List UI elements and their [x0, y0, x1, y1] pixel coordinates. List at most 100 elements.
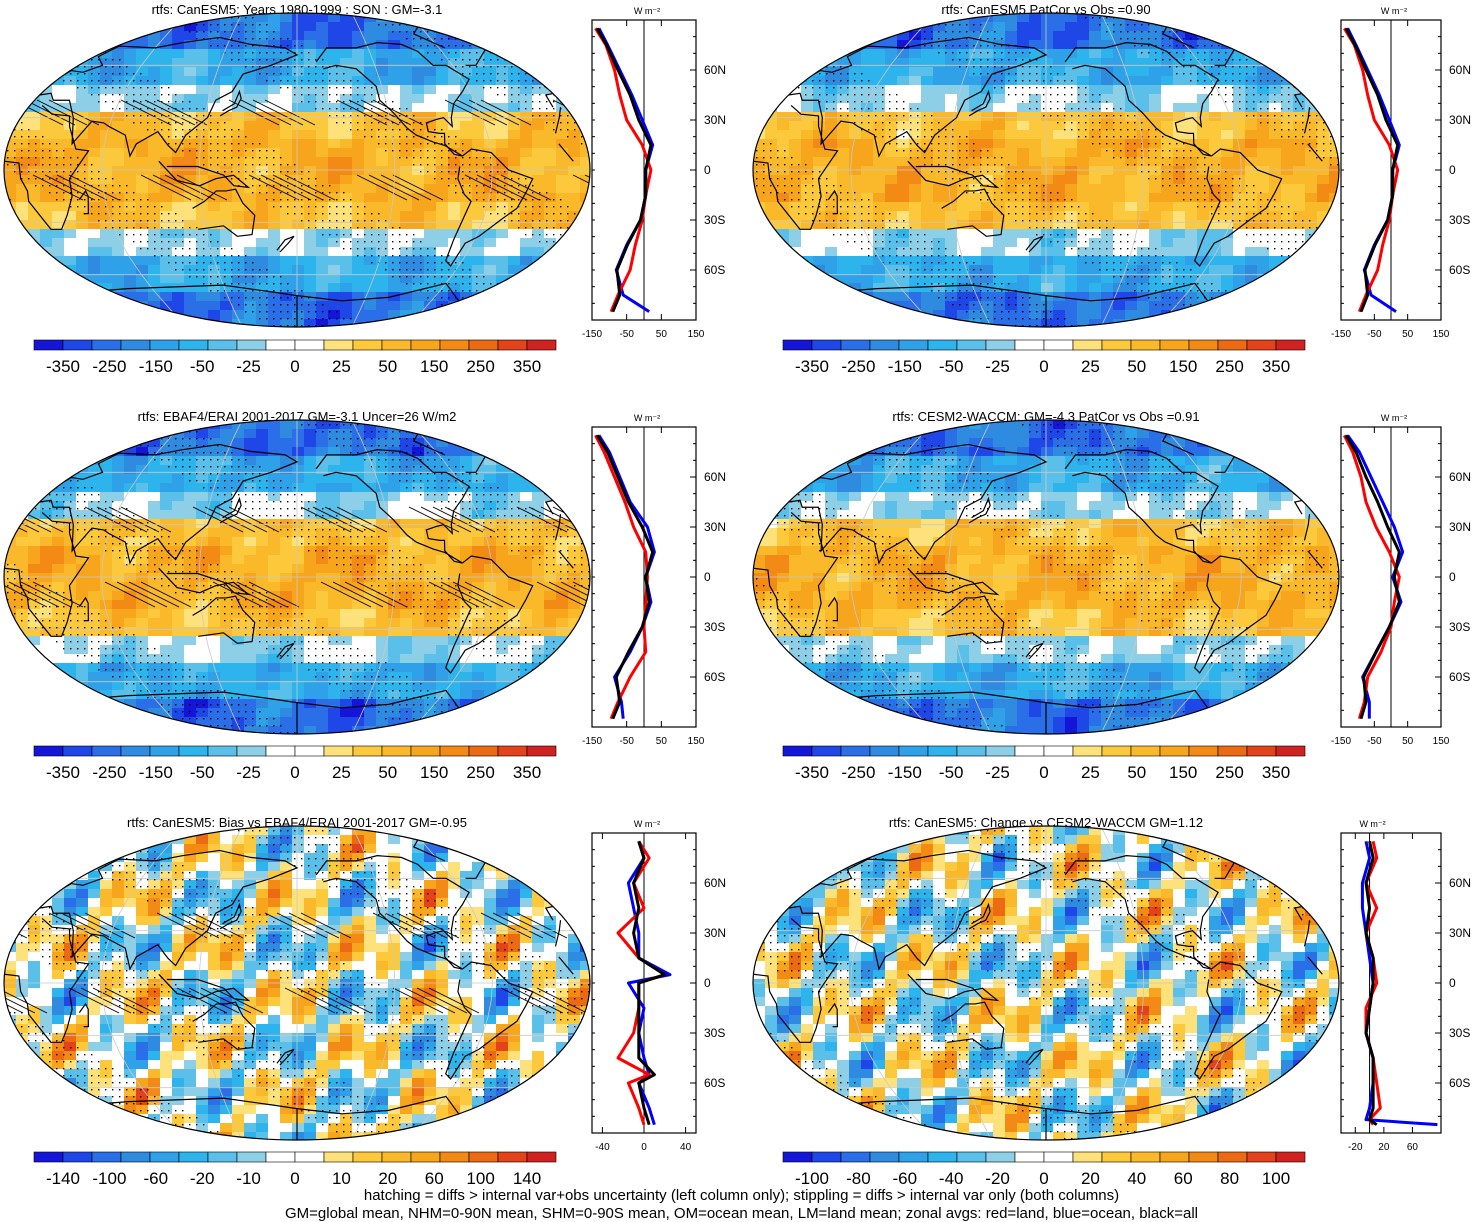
map-cell	[328, 474, 341, 484]
map-cell	[208, 130, 221, 140]
map-cell	[244, 564, 257, 574]
map-cell	[544, 166, 557, 176]
map-cell	[921, 13, 934, 23]
map-cell	[232, 573, 245, 583]
map-cell	[1293, 292, 1306, 302]
map-cell	[1137, 22, 1150, 32]
map-cell	[1281, 112, 1294, 122]
colorbar-swatch	[812, 340, 841, 350]
map-cell	[532, 40, 545, 50]
map-cell	[76, 510, 89, 520]
map-cell	[532, 636, 545, 646]
map-cell	[532, 94, 545, 104]
map-cell	[400, 609, 413, 619]
map-cell	[1257, 184, 1270, 194]
map-cell	[472, 157, 485, 167]
map-cell	[1149, 274, 1162, 284]
map-cell	[436, 148, 449, 158]
map-cell	[88, 85, 101, 95]
map-cell	[1149, 220, 1162, 230]
map-cell	[316, 31, 329, 41]
map-cell	[1041, 193, 1054, 203]
map-cell	[933, 193, 946, 203]
map-cell	[969, 202, 982, 212]
map-cell	[861, 283, 874, 293]
map-cell	[580, 627, 593, 637]
map-cell	[352, 166, 365, 176]
map-cell	[837, 229, 850, 239]
map-cell	[861, 184, 874, 194]
map-cell	[232, 555, 245, 565]
map-cell	[472, 510, 485, 520]
map-cell	[28, 247, 41, 257]
map-cell	[76, 238, 89, 248]
map-cell	[1005, 112, 1018, 122]
map-cell	[1317, 292, 1330, 302]
map-cell	[136, 157, 149, 167]
map-cell	[969, 112, 982, 122]
map-cell	[280, 148, 293, 158]
map-cell	[376, 256, 389, 266]
map-cell	[1329, 211, 1342, 221]
map-cell	[544, 58, 557, 68]
map-cell	[825, 157, 838, 167]
map-cell	[765, 94, 778, 104]
map-cell	[292, 654, 305, 664]
map-cell	[1089, 229, 1102, 239]
map-cell	[388, 139, 401, 149]
map-cell	[172, 49, 185, 59]
map-cell	[208, 474, 221, 484]
map-cell	[1101, 238, 1114, 248]
map-cell	[1029, 283, 1042, 293]
map-cell	[256, 238, 269, 248]
map-cell	[40, 148, 53, 158]
map-cell	[316, 492, 329, 502]
map-cell	[1185, 211, 1198, 221]
map-cell	[753, 94, 766, 104]
map-cell	[64, 85, 77, 95]
map-cell	[981, 238, 994, 248]
map-cell	[1329, 76, 1342, 86]
map-cell	[472, 76, 485, 86]
map-cell	[580, 76, 593, 86]
map-cell	[304, 31, 317, 41]
map-cell	[304, 301, 317, 311]
map-cell	[1161, 103, 1174, 113]
map-cell	[1149, 67, 1162, 77]
map-cell	[969, 94, 982, 104]
map-cell	[1017, 67, 1030, 77]
map-cell	[1065, 283, 1078, 293]
map-cell	[16, 130, 29, 140]
map-cell	[136, 645, 149, 655]
map-cell	[993, 301, 1006, 311]
map-cell	[124, 184, 137, 194]
map-cell	[765, 67, 778, 77]
map-cell	[1041, 310, 1054, 320]
map-cell	[1053, 22, 1066, 32]
map-cell	[76, 319, 89, 329]
map-cell	[400, 582, 413, 592]
map-cell	[945, 22, 958, 32]
map-cell	[208, 618, 221, 628]
map-cell	[1293, 166, 1306, 176]
map-cell	[801, 175, 814, 185]
map-cell	[1185, 130, 1198, 140]
map-cell	[1197, 112, 1210, 122]
map-cell	[556, 627, 569, 637]
map-cell	[909, 211, 922, 221]
map-cell	[825, 31, 838, 41]
map-cell	[1125, 211, 1138, 221]
map-cell	[364, 139, 377, 149]
map-cell	[424, 184, 437, 194]
map-cell	[1125, 40, 1138, 50]
map-cell	[52, 202, 65, 212]
map-cell	[921, 94, 934, 104]
map-cell	[520, 265, 533, 275]
map-cell	[969, 256, 982, 266]
map-cell	[777, 49, 790, 59]
map-cell	[316, 618, 329, 628]
map-cell	[556, 438, 569, 448]
map-cell	[981, 49, 994, 59]
map-cell	[400, 220, 413, 230]
map-cell	[1161, 76, 1174, 86]
